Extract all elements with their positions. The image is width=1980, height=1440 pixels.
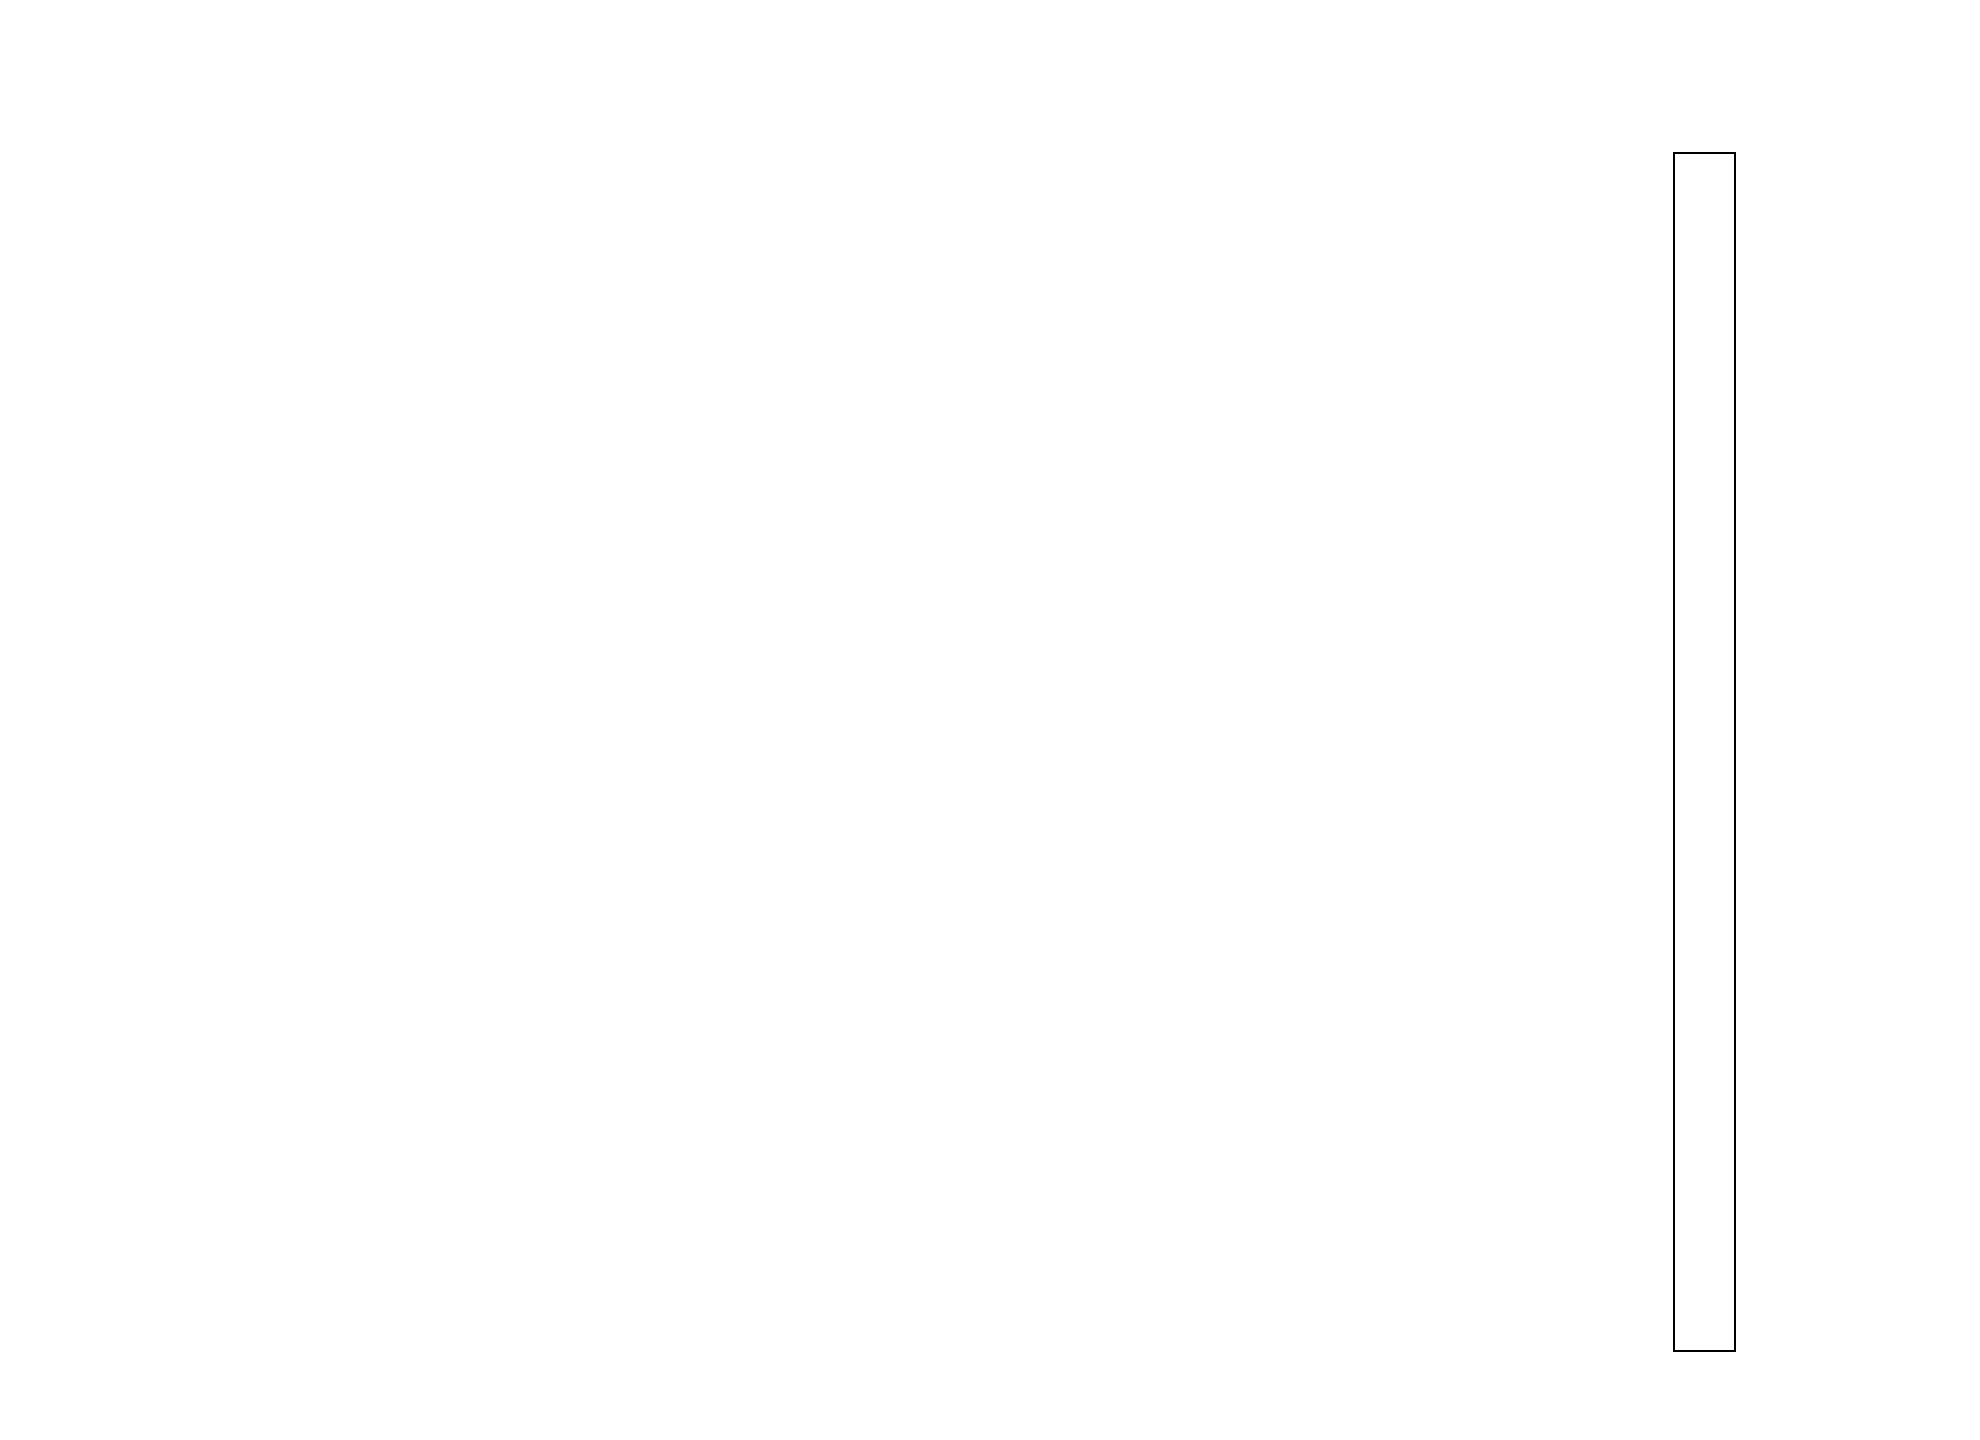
colorbar-axis-label: [1912, 151, 1948, 1351]
colorbar: [1673, 152, 1736, 1352]
contour-map-canvas: [103, 135, 1663, 1365]
